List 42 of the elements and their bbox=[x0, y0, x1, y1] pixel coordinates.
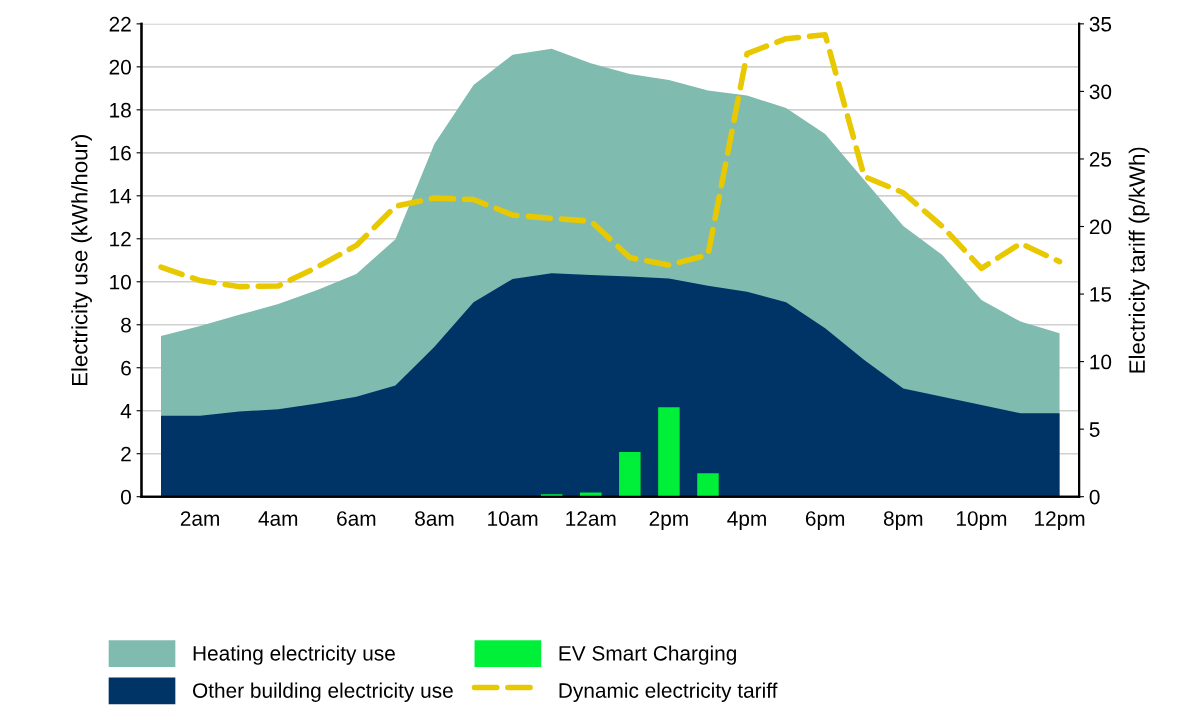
y2-tick-label: 35 bbox=[1089, 16, 1112, 32]
bar bbox=[658, 407, 680, 497]
x-tick-label: 10am bbox=[488, 511, 538, 526]
bar bbox=[697, 473, 719, 497]
y2-tick-label: 0 bbox=[1089, 489, 1100, 505]
y2-tick-label: 5 bbox=[1089, 422, 1100, 437]
y-tick-label: 16 bbox=[110, 145, 131, 161]
legend-label: Other building electricity use bbox=[192, 682, 453, 703]
legend-label: Heating electricity use bbox=[193, 645, 395, 665]
y-tick-label: 0 bbox=[120, 489, 131, 505]
y2-tick-label: 25 bbox=[1089, 151, 1112, 167]
x-tick-label: 10pm bbox=[956, 511, 1007, 531]
x-tick-label: 8am bbox=[415, 511, 454, 526]
bar bbox=[619, 452, 641, 497]
legend-label: EV Smart Charging bbox=[559, 645, 736, 665]
x-tick-label: 4pm bbox=[727, 511, 766, 531]
y-tick-label: 18 bbox=[110, 102, 131, 118]
y2-tick-label: 20 bbox=[1089, 219, 1112, 235]
y-tick-label: 4 bbox=[120, 403, 132, 419]
x-tick-label: 2am bbox=[180, 511, 219, 526]
x-tick-label: 2pm bbox=[649, 511, 688, 531]
y2-tick-label: 10 bbox=[1090, 354, 1112, 370]
y-tick-label: 12 bbox=[110, 231, 131, 247]
y-tick-label: 10 bbox=[110, 274, 131, 290]
x-tick-label: 6am bbox=[337, 511, 376, 526]
x-tick-label: 4am bbox=[258, 511, 298, 526]
y2-tick-label: 15 bbox=[1090, 287, 1112, 302]
y-tick-label: 2 bbox=[121, 446, 131, 462]
x-tick-label: 12pm bbox=[1035, 511, 1085, 531]
y2-axis-title: Electricity tariff (p/kWh) bbox=[1128, 147, 1150, 373]
bar bbox=[580, 492, 602, 497]
y-axis-title: Electricity use (kWh/hour) bbox=[71, 135, 92, 386]
y-tick-label: 20 bbox=[109, 59, 131, 75]
x-tick-label: 12am bbox=[566, 511, 616, 526]
y-tick-label: 14 bbox=[110, 189, 132, 204]
x-tick-label: 8pm bbox=[883, 511, 923, 531]
legend-label: Dynamic electricity tariff bbox=[559, 682, 778, 703]
y-tick-label: 6 bbox=[121, 360, 131, 376]
y2-tick-label: 30 bbox=[1089, 84, 1112, 100]
y-tick-label: 8 bbox=[121, 317, 131, 333]
x-tick-label: 6pm bbox=[805, 511, 845, 531]
y-tick-label: 22 bbox=[109, 16, 131, 32]
